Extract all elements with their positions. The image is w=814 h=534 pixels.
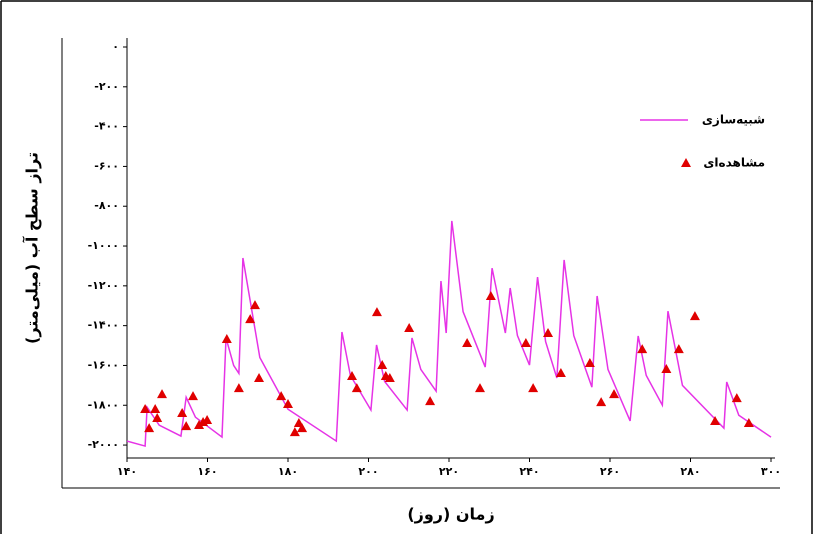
x-tick-label: ۲۲۰ [439, 465, 459, 478]
obs-marker [351, 383, 362, 393]
x-tick-label: ۲۴۰ [519, 465, 539, 478]
obs-marker [743, 417, 754, 427]
y-tick-label: ۰ [112, 40, 119, 53]
obs-marker [520, 337, 531, 347]
obs-marker [377, 360, 388, 370]
obs-marker [233, 383, 244, 393]
obs-marker [177, 408, 188, 418]
obs-marker [202, 414, 213, 424]
x-axis-title: زمان (روز) [407, 505, 494, 524]
obs-marker [555, 368, 566, 378]
y-tick-label: -۱۰۰۰ [88, 239, 119, 252]
obs-marker [384, 372, 395, 382]
x-tick-label: ۲۰۰ [358, 465, 378, 478]
x-tick-label: ۱۶۰ [197, 465, 217, 478]
obs-marker [731, 393, 742, 403]
obs-marker [289, 427, 300, 437]
y-tick-label: -۲۰۰۰ [88, 438, 119, 451]
obs-marker [673, 344, 684, 354]
legend-marker [681, 158, 691, 167]
obs-marker [710, 415, 721, 425]
legend-label: شبیه‌سازی [702, 113, 765, 127]
obs-marker [297, 423, 308, 433]
obs-marker [371, 307, 382, 317]
obs-marker [249, 300, 260, 310]
y-tick-label: -۸۰۰ [94, 199, 119, 212]
obs-marker [584, 358, 595, 368]
obs-marker [150, 404, 161, 414]
obs-marker [425, 396, 436, 406]
obs-marker [346, 370, 357, 380]
obs-marker [283, 399, 293, 409]
obs-marker [221, 333, 232, 343]
sim-line [126, 220, 772, 448]
y-tick-label: -۱۴۰۰ [88, 319, 119, 332]
obs-marker [689, 311, 700, 321]
obs-marker [462, 337, 473, 347]
y-tick-label: -۲۰۰ [94, 80, 119, 93]
x-tick-label: ۲۶۰ [600, 465, 620, 478]
obs-marker [528, 383, 539, 393]
obs-marker [276, 391, 287, 401]
x-tick-label: ۲۸۰ [680, 465, 700, 478]
obs-marker [474, 383, 485, 393]
obs-marker [152, 412, 163, 422]
obs-marker [181, 421, 192, 431]
y-tick-label: -۴۰۰ [94, 120, 119, 133]
x-tick-label: ۱۸۰ [278, 465, 298, 478]
y-tick-label: -۱۲۰۰ [88, 279, 119, 292]
obs-marker [637, 344, 648, 354]
obs-marker [661, 364, 672, 374]
obs-marker [543, 328, 554, 338]
obs-marker [254, 372, 265, 382]
obs-marker [144, 423, 155, 433]
y-tick-label: -۶۰۰ [94, 159, 119, 172]
obs-marker [609, 389, 620, 399]
obs-marker [245, 314, 256, 324]
legend-label: مشاهده‌ای [703, 156, 765, 170]
obs-marker [188, 391, 199, 401]
y-tick-label: -۱۸۰۰ [88, 398, 119, 411]
obs-marker [404, 323, 415, 333]
y-tick-label: -۱۶۰۰ [88, 358, 119, 371]
obs-marker [485, 290, 496, 300]
x-tick-label: ۳۰۰ [761, 465, 781, 478]
obs-marker [140, 404, 151, 414]
obs-marker [596, 397, 607, 407]
x-tick-label: ۱۴۰ [117, 465, 137, 478]
obs-marker [157, 389, 168, 399]
y-axis-title: تراز سطح آب (میلی‌متر) [22, 152, 42, 344]
